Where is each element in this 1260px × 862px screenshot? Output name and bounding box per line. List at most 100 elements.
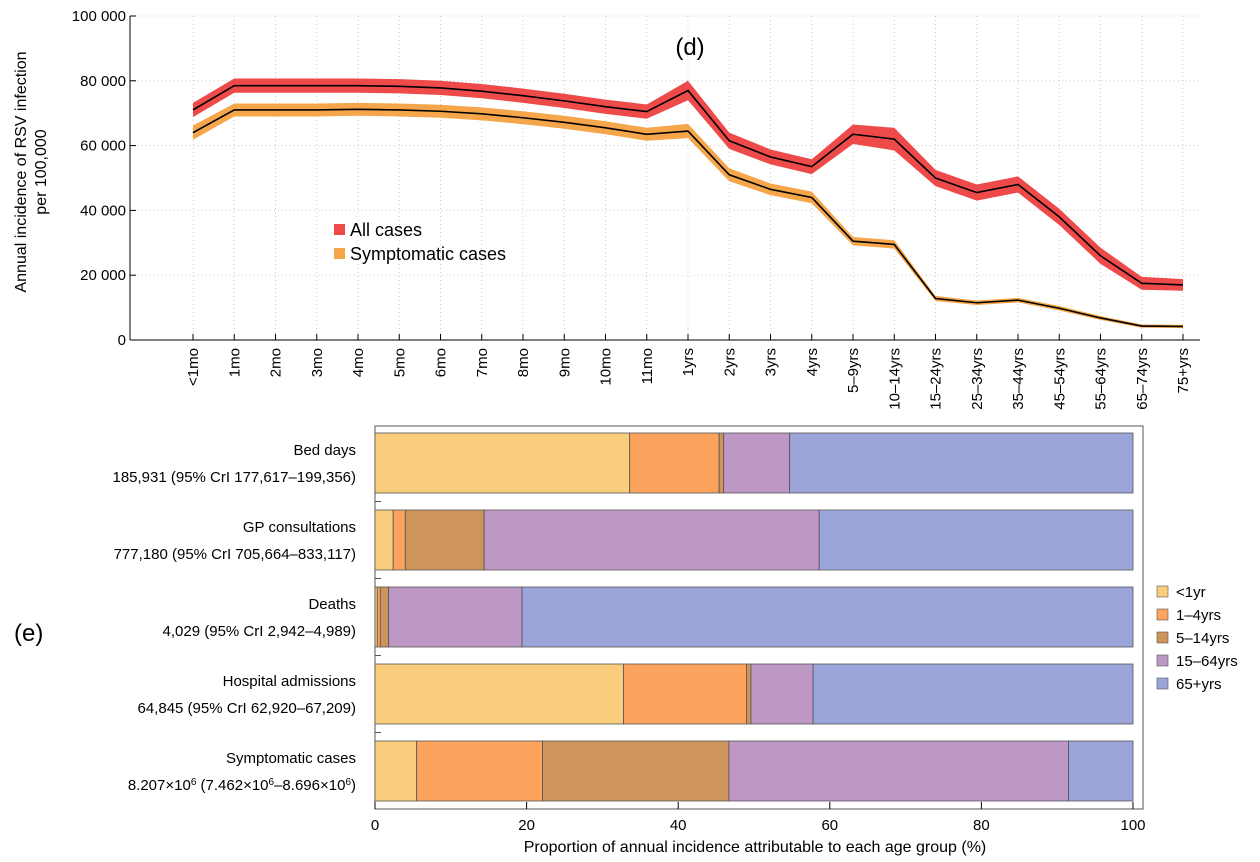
- panel-d-legend: All cases Symptomatic cases: [334, 220, 506, 264]
- bar-segment-<1yr: [374, 509, 394, 571]
- x-tick-label: 7mo: [474, 348, 491, 377]
- panel-d-y-ticks: 0 20 000 40 000 60 000 80 000 100 000: [72, 8, 136, 349]
- bar-segment-65+yrs: [1068, 740, 1134, 802]
- bar-label: Hospital admissions: [223, 673, 356, 690]
- line-series-1: [192, 108, 1184, 328]
- bar-sublabel: 777,180 (95% CrI 705,664–833,117): [114, 546, 356, 563]
- x-tick-label: <1mo: [185, 348, 202, 386]
- x-tick-label: 9mo: [556, 348, 573, 377]
- x-tick-label: 10–14yrs: [886, 348, 903, 410]
- y-tick-label: 0: [118, 332, 126, 349]
- bar-segment-15–64yrs: [483, 509, 820, 571]
- panel-d-uncertainty-bands: [193, 78, 1183, 329]
- bar-sublabel-part: ×10: [243, 777, 268, 794]
- bar-segment-65+yrs: [521, 586, 1134, 648]
- x-tick-label: 55–64yrs: [1093, 348, 1110, 410]
- x-tick-label: 4mo: [350, 348, 367, 377]
- bar-segment-5–14yrs: [379, 586, 390, 648]
- x-tick-label: 75+yrs: [1175, 348, 1192, 393]
- x-tick-label: 2yrs: [721, 348, 738, 376]
- bar-sublabel-part: –8.696: [274, 777, 320, 794]
- bar-segment-65+yrs: [789, 432, 1134, 494]
- bar-sublabel-part: (7.462: [196, 777, 243, 794]
- x-tick-label: 5mo: [391, 348, 408, 377]
- bar-segment-<1yr: [374, 663, 625, 725]
- bar-segment-15–64yrs: [388, 586, 523, 648]
- bar-segment-5–14yrs: [746, 663, 752, 725]
- panel-d-axes: [129, 16, 1200, 341]
- bar-segment-15–64yrs: [750, 663, 814, 725]
- x-tick-label: 3yrs: [763, 348, 780, 376]
- bar-sublabel-part: 6: [269, 777, 275, 788]
- bar-segment-1–4yrs: [623, 663, 747, 725]
- panel-e-category-labels: Bed days 185,931 (95% CrI 177,617–199,356…: [112, 442, 381, 794]
- panel-d-x-ticks: <1mo 1mo 2mo 3mo 4mo 5mo 6mo 7mo 8mo 9mo 10mo 11mo 1…: [185, 334, 1192, 410]
- bar-sublabel-part: ×10: [320, 777, 345, 794]
- bar-label: GP consultations: [243, 519, 356, 536]
- x-tick-label: 15–24yrs: [928, 348, 945, 410]
- x-tick-label: 1yrs: [680, 348, 697, 376]
- y-tick-label: 20 000: [80, 267, 126, 284]
- legend-swatch-all-cases: [334, 224, 345, 235]
- panel-d-series-lines: [192, 84, 1184, 328]
- bar-segment-5–14yrs: [718, 432, 725, 494]
- line-series-0: [192, 84, 1184, 286]
- band-series-1: [193, 102, 1183, 329]
- bar-segment-1–4yrs: [416, 740, 543, 802]
- x-tick-label: 10mo: [598, 348, 615, 386]
- x-tick-label: 1mo: [226, 348, 243, 377]
- panel-d-label: (d): [675, 34, 704, 61]
- y-tick-label: 80 000: [80, 73, 126, 90]
- bar-segment-65+yrs: [812, 663, 1134, 725]
- legend-label-5–14yrs: 5–14yrs: [1176, 630, 1229, 647]
- x-tick-label: 45–54yrs: [1051, 348, 1068, 410]
- bar-sublabel: 8.207×106 (7.462×106–8.696×106): [128, 777, 356, 795]
- bar-sublabel: 64,845 (95% CrI 62,920–67,209): [138, 700, 357, 717]
- y-tick-label: 40 000: [80, 202, 126, 219]
- legend-swatch-symptomatic-cases: [334, 248, 345, 259]
- bar-segment-65+yrs: [818, 509, 1134, 571]
- legend-label-all-cases: All cases: [350, 220, 422, 240]
- x-tick-label: 3mo: [309, 348, 326, 377]
- bar-sublabel: 185,931 (95% CrI 177,617–199,356): [112, 469, 356, 486]
- legend-swatch-1–4yrs: [1156, 608, 1169, 621]
- x-tick-label: 4yrs: [804, 348, 821, 376]
- x-tick-label: 8mo: [515, 348, 532, 377]
- band-series-0: [193, 78, 1183, 291]
- panel-d-gridlines: [130, 15, 1200, 341]
- x-tick-label: 0: [371, 817, 379, 834]
- panel-e-label: (e): [14, 620, 43, 647]
- bar-segment-15–64yrs: [728, 740, 1069, 802]
- bar-label: Deaths: [308, 596, 356, 613]
- x-tick-label: 25–34yrs: [969, 348, 986, 410]
- x-tick-label: 6mo: [433, 348, 450, 377]
- bar-label: Symptomatic cases: [226, 750, 356, 767]
- bar-segment-<1yr: [374, 432, 631, 494]
- bar-segment-5–14yrs: [542, 740, 730, 802]
- panel-d-ylabel-line2: per 100,000: [33, 129, 50, 215]
- bar-segment-5–14yrs: [404, 509, 485, 571]
- legend-swatch-65+yrs: [1156, 677, 1169, 690]
- x-tick-label: 2mo: [268, 348, 285, 377]
- bar-sublabel: 4,029 (95% CrI 2,942–4,989): [163, 623, 356, 640]
- legend-label-15–64yrs: 15–64yrs: [1176, 653, 1238, 670]
- x-tick-label: 80: [973, 817, 990, 834]
- legend-label-1–4yrs: 1–4yrs: [1176, 607, 1221, 624]
- bar-sublabel-part: 6: [191, 777, 197, 788]
- bar-segment-1–4yrs: [392, 509, 406, 571]
- bar-sublabel-part: 8.207: [128, 777, 166, 794]
- legend-label-symptomatic-cases: Symptomatic cases: [350, 244, 506, 264]
- bar-segment-<1yr: [374, 740, 418, 802]
- x-tick-label: 5–9yrs: [845, 348, 862, 393]
- bar-label: Bed days: [293, 442, 356, 459]
- legend-swatch-<1yr: [1156, 585, 1169, 598]
- legend-label-<1yr: <1yr: [1176, 584, 1206, 601]
- panel-e-xlabel: Proportion of annual incidence attributa…: [524, 839, 987, 856]
- x-tick-label: 11mo: [639, 348, 656, 384]
- bar-sublabel-part: ): [351, 777, 356, 794]
- bar-segment-1–4yrs: [629, 432, 720, 494]
- panel-e-legend: <1yr 1–4yrs 5–14yrs 15–64yrs 65+yrs: [1156, 584, 1238, 693]
- x-tick-label: 100: [1120, 817, 1145, 834]
- y-tick-label: 60 000: [80, 138, 126, 155]
